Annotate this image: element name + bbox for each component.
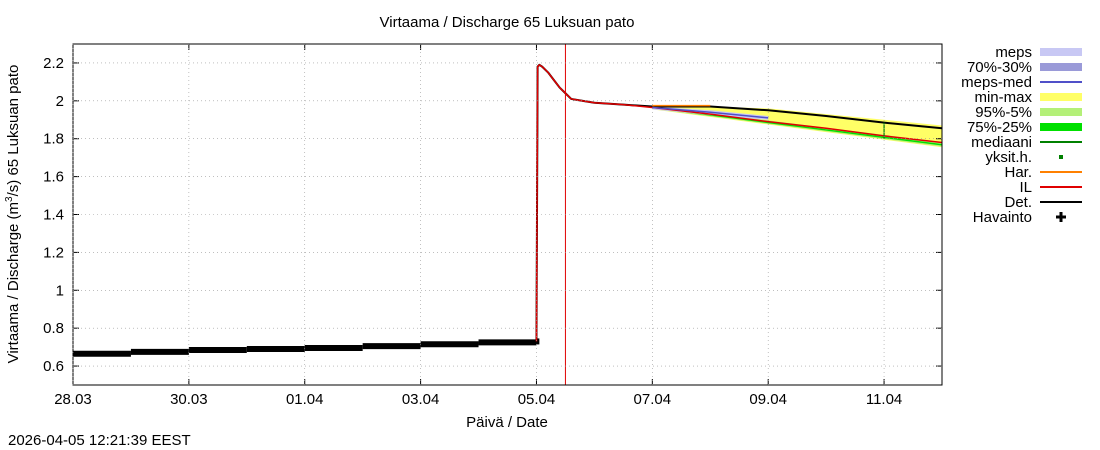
legend-label-4: 95%-5%	[975, 104, 1032, 121]
y-tick-label-0: 0.6	[43, 358, 64, 375]
legend-label-8: Har.	[1004, 164, 1032, 181]
series-meps-med-line	[652, 106, 769, 119]
legend-label-5: 75%-25%	[967, 119, 1032, 136]
y-tick-label-7: 2	[56, 93, 64, 110]
x-tick-label-2: 01.04	[286, 391, 324, 408]
x-tick-label-5: 07.04	[634, 391, 672, 408]
x-tick-label-6: 09.04	[749, 391, 787, 408]
y-axis-label-sup: 3	[4, 196, 15, 202]
y-axis-label-main: Virtaama / Discharge (m	[5, 202, 22, 363]
y-axis-ticks: 0.6 0.8 1 1.2 1.4 1.6 1.8 2 2.2	[43, 55, 942, 375]
legend-swatch-11	[1056, 212, 1066, 222]
legend-label-1: 70%-30%	[967, 59, 1032, 76]
legend: meps70%-30%meps-medmin-max95%-5%75%-25%m…	[961, 44, 1082, 226]
legend-label-0: meps	[995, 44, 1032, 61]
legend-label-6: mediaani	[971, 134, 1032, 151]
y-tick-label-4: 1.4	[43, 207, 64, 224]
legend-swatch-4	[1040, 108, 1082, 116]
legend-label-11: Havainto	[973, 209, 1032, 226]
y-axis-label: Virtaama / Discharge (m3/s) 65 Luksuan p…	[4, 65, 22, 364]
x-tick-label-3: 03.04	[402, 391, 440, 408]
legend-label-3: min-max	[974, 89, 1032, 106]
y-tick-label-5: 1.6	[43, 169, 64, 186]
x-tick-label-7: 11.04	[866, 391, 902, 408]
chart-title: Virtaama / Discharge 65 Luksuan pato	[380, 14, 635, 31]
series-det-line	[535, 63, 943, 342]
y-tick-label-2: 1	[56, 282, 64, 299]
x-axis-label: Päivä / Date	[466, 414, 548, 431]
legend-swatch-5	[1040, 123, 1082, 131]
y-tick-label-1: 0.8	[43, 320, 64, 337]
plot-frame	[72, 43, 943, 386]
y-tick-label-3: 1.2	[43, 244, 64, 261]
series-il-line	[535, 64, 943, 342]
series-lines	[73, 44, 943, 385]
x-tick-label-1: 30.03	[170, 391, 208, 408]
legend-swatch-3	[1040, 93, 1082, 101]
x-axis-ticks: 28.03 30.03 01.04 03.04 05.04 07.04 09.04 11.04	[54, 44, 902, 408]
legend-swatch-7	[1059, 155, 1063, 159]
legend-label-10: Det.	[1004, 194, 1032, 211]
y-tick-label-6: 1.8	[43, 131, 64, 148]
legend-swatch-1	[1040, 63, 1082, 71]
legend-label-9: IL	[1019, 179, 1032, 196]
y-tick-label-8: 2.2	[43, 55, 64, 72]
y-axis-label-tail: /s) 65 Luksuan pato	[5, 65, 22, 197]
legend-swatch-0	[1040, 48, 1082, 56]
timestamp: 2026-04-05 12:21:39 EEST	[8, 432, 191, 449]
band-75-25	[652, 107, 942, 146]
legend-label-2: meps-med	[961, 74, 1032, 91]
x-tick-label-0: 28.03	[54, 391, 92, 408]
legend-label-7: yksit.h.	[985, 149, 1032, 166]
x-tick-label-4: 05.04	[518, 391, 556, 408]
